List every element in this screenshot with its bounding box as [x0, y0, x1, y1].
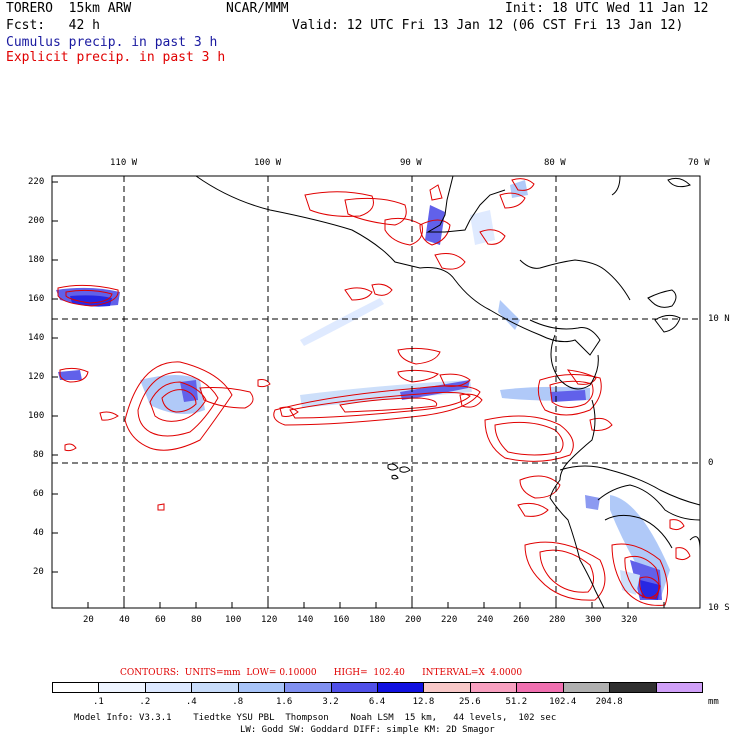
axis-ticks	[52, 181, 665, 608]
legend-label: 12.8	[412, 697, 435, 707]
legend-label: 25.6	[459, 697, 481, 707]
legend-label: .4	[185, 697, 197, 707]
legend-swatch	[284, 682, 332, 693]
contour-field-label: Explicit precip. in past 3 h	[6, 50, 226, 65]
x-tick: 40	[119, 615, 130, 625]
legend-swatch	[377, 682, 425, 693]
legend-swatch	[469, 682, 518, 693]
y-tick: 140	[28, 333, 45, 343]
lon-label-100w: 100 W	[254, 158, 282, 168]
legend-swatch	[330, 682, 378, 693]
legend-swatch	[655, 682, 703, 693]
legend-label: 1.6	[276, 697, 293, 707]
legend-label: 102.4	[549, 697, 577, 707]
x-tick: 120	[261, 615, 278, 625]
legend-label: 3.2	[322, 697, 339, 707]
y-tick: 100	[28, 411, 45, 421]
contour-info: CONTOURS: UNITS=mm LOW= 0.10000 HIGH= 10…	[120, 668, 523, 678]
legend-label: 6.4	[368, 697, 386, 707]
x-tick: 20	[83, 615, 94, 625]
cumulus-precip-shading	[56, 180, 670, 600]
x-tick: 100	[225, 615, 242, 625]
x-tick: 200	[405, 615, 422, 625]
legend-label: .2	[139, 697, 151, 707]
legend-swatch	[237, 682, 286, 693]
lon-label-110w: 110 W	[110, 158, 138, 168]
y-tick: 20	[33, 567, 44, 577]
forecast-hour: Fcst: 42 h	[6, 18, 100, 33]
x-tick: 280	[549, 615, 566, 625]
legend-swatch	[98, 682, 146, 693]
x-tick: 300	[585, 615, 602, 625]
lat-label-0: 0	[708, 458, 714, 468]
lat-label-10n: 10 N	[708, 314, 730, 324]
model-info-line1: Model Info: V3.3.1 Tiedtke YSU PBL Thomp…	[74, 713, 557, 723]
legend-swatch	[609, 682, 657, 693]
x-tick: 160	[333, 615, 350, 625]
x-tick: 320	[621, 615, 638, 625]
legend-swatch	[562, 682, 611, 693]
legend-swatch	[516, 682, 564, 693]
y-tick: 220	[28, 177, 45, 187]
legend-swatch	[191, 682, 239, 693]
legend-label: .1	[93, 697, 104, 707]
legend-label: .8	[232, 697, 244, 707]
y-tick: 40	[33, 528, 44, 538]
y-tick: 120	[28, 372, 45, 382]
legend-units: mm	[708, 697, 719, 707]
legend-swatch	[52, 682, 100, 693]
x-tick: 260	[513, 615, 530, 625]
model-name: TORERO 15km ARW	[6, 1, 132, 16]
y-tick: 160	[28, 294, 45, 304]
x-tick: 80	[191, 615, 202, 625]
coastline	[195, 175, 701, 609]
legend-label: 204.8	[595, 697, 623, 707]
x-tick: 140	[297, 615, 314, 625]
graticule	[52, 176, 700, 608]
legend-swatch	[423, 682, 471, 693]
valid-time: Valid: 12 UTC Fri 13 Jan 12 (06 CST Fri …	[292, 18, 684, 33]
init-time: Init: 18 UTC Wed 11 Jan 12	[505, 1, 709, 16]
model-info-line2: LW: Godd SW: Goddard DIFF: simple KM: 2D…	[240, 725, 495, 735]
lon-label-90w: 90 W	[400, 158, 422, 168]
y-tick: 180	[28, 255, 45, 265]
x-tick: 220	[441, 615, 458, 625]
lat-label-10s: 10 S	[708, 603, 730, 613]
legend-label: 51.2	[505, 697, 528, 707]
y-tick: 200	[28, 216, 45, 226]
lon-label-70w: 70 W	[688, 158, 710, 168]
x-tick: 60	[155, 615, 166, 625]
institution: NCAR/MMM	[226, 1, 289, 16]
explicit-precip-contours	[57, 178, 691, 606]
y-tick: 80	[33, 450, 44, 460]
shaded-field-label: Cumulus precip. in past 3 h	[6, 35, 218, 50]
x-tick: 240	[477, 615, 494, 625]
legend-swatch	[144, 682, 193, 693]
lon-label-80w: 80 W	[544, 158, 566, 168]
y-tick: 60	[33, 489, 44, 499]
x-tick: 180	[369, 615, 386, 625]
